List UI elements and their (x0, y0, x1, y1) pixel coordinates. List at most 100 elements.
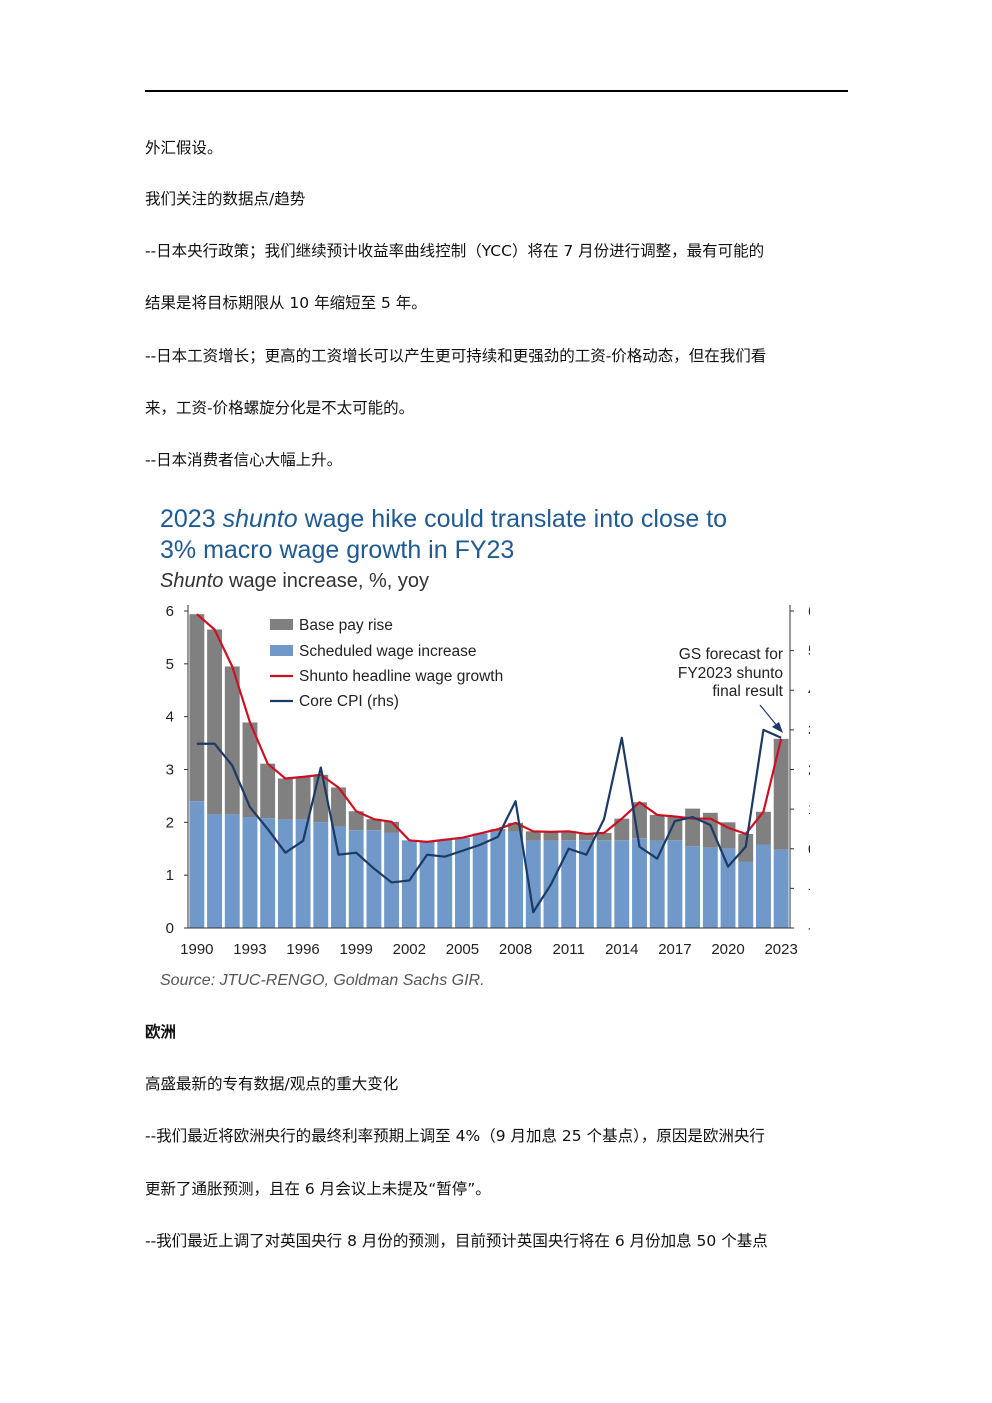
bar-base-pay-1991 (207, 629, 222, 815)
bar-base-pay-2001 (384, 821, 400, 833)
paragraph-japan-wages-cont: 来，工资-价格螺旋分化是不太可能的。 (145, 399, 415, 417)
legend-swatch-scheduled (270, 645, 293, 656)
bar-scheduled-2014 (614, 840, 630, 928)
header-rule (145, 90, 848, 92)
forecast-annotation: GS forecast for FY2023 shunto final resu… (678, 646, 784, 733)
tick-label-left-3: 3 (166, 762, 174, 779)
line-shunto-headline (196, 613, 783, 843)
bar-base-pay-2000 (366, 819, 382, 831)
tick-label-x-1990: 1990 (180, 941, 213, 958)
bar-scheduled-1991 (207, 814, 222, 928)
paragraph-japan-wages: --日本工资增长；更高的工资增长可以产生更可持续和更强劲的工资-价格动态，但在我… (145, 347, 767, 365)
bar-base-pay-2012 (578, 833, 594, 841)
tick-label-left-5: 5 (166, 656, 174, 673)
bar-scheduled-2012 (578, 840, 594, 928)
annotation-line-2: FY2023 shunto (678, 665, 783, 682)
bar-scheduled-2007 (490, 831, 506, 928)
bar-scheduled-1999 (348, 830, 364, 928)
bar-scheduled-1995 (277, 819, 293, 928)
legend-label-core-cpi: Core CPI (rhs) (299, 693, 399, 710)
bar-scheduled-2002 (401, 840, 417, 928)
tick-label-x-2014: 2014 (605, 941, 638, 958)
bar-base-pay-1999 (348, 811, 364, 831)
tick-label-x-2023: 2023 (764, 941, 797, 958)
shunto-wage-chart: 2023 shunto wage hike could translate in… (160, 505, 810, 989)
tick-label-x-1993: 1993 (233, 941, 266, 958)
legend-label-base-pay: Base pay rise (299, 617, 393, 634)
bar-scheduled-2013 (596, 840, 612, 928)
tick-label-left-4: 4 (166, 709, 174, 726)
bar-scheduled-2004 (437, 839, 453, 928)
bar-base-pay-2007 (490, 829, 506, 832)
paragraph-consumer-confidence: --日本消费者信心大幅上升。 (145, 451, 343, 469)
chart-title-line1: 2023 shunto wage hike could translate in… (160, 505, 727, 533)
bar-base-pay-2010 (543, 831, 559, 841)
tick-label-x-2011: 2011 (553, 941, 585, 958)
bar-base-pay-1993 (242, 722, 258, 818)
tick-label-right-3: 3 (808, 722, 810, 739)
tick-label-right-1: 1 (808, 801, 810, 818)
bar-scheduled-2021 (738, 861, 754, 928)
annotation-line-3: final result (712, 683, 783, 700)
bar-scheduled-2016 (649, 840, 665, 928)
bar-scheduled-1994 (260, 818, 276, 928)
bar-scheduled-1990 (189, 801, 205, 928)
tick-label-right--1: -1 (808, 880, 810, 897)
paragraph-fx-assumption: 外汇假设。 (145, 139, 223, 157)
bar-scheduled-1993 (242, 817, 258, 928)
bar-scheduled-1996 (295, 819, 311, 928)
paragraph-boj-policy-cont: 结果是将目标期限从 10 年缩短至 5 年。 (145, 294, 427, 312)
tick-label-x-2008: 2008 (499, 941, 532, 958)
bar-scheduled-2001 (384, 832, 400, 928)
tick-label-right-2: 2 (808, 762, 810, 779)
tick-label-x-2002: 2002 (393, 941, 426, 958)
paragraph-gs-changes-heading: 高盛最新的专有数据/观点的重大变化 (145, 1075, 399, 1093)
annotation-arrow-shaft (759, 704, 779, 728)
legend-label-scheduled: Scheduled wage increase (299, 643, 477, 660)
bar-base-pay-2013 (596, 832, 612, 841)
bar-scheduled-2006 (472, 833, 488, 928)
bar-scheduled-1997 (313, 822, 329, 928)
plot-area: 0 1 2 3 4 5 6 -2 -1 0 1 2 3 4 5 6 1990 1993 1996 1999 2002 20… (166, 603, 810, 958)
chart-title-line2: 3% macro wage growth in FY23 (160, 536, 514, 564)
bar-base-pay-1996 (295, 776, 311, 820)
bar-scheduled-2008 (508, 831, 523, 928)
tick-label-left-0: 0 (166, 920, 174, 937)
bar-base-pay-1990 (189, 614, 205, 802)
bar-base-pay-2014 (614, 818, 630, 841)
tick-label-right-4: 4 (808, 682, 810, 699)
bar-base-pay-1994 (260, 763, 276, 819)
bar-scheduled-2023 (773, 849, 789, 928)
bar-scheduled-2022 (756, 844, 771, 928)
paragraph-boj-policy: --日本央行政策；我们继续预计收益率曲线控制（YCC）将在 7 月份进行调整，最… (145, 242, 765, 260)
bar-base-pay-2023 (773, 738, 789, 850)
paragraph-ecb-forecast: --我们最近将欧洲央行的最终利率预期上调至 4%（9 月加息 25 个基点），原… (145, 1127, 765, 1145)
legend-label-shunto: Shunto headline wage growth (299, 668, 503, 685)
bar-scheduled-2019 (702, 847, 718, 928)
bar-scheduled-1992 (224, 814, 240, 928)
bar-scheduled-1998 (331, 826, 346, 928)
tick-label-x-2020: 2020 (711, 941, 744, 958)
bar-base-pay-2018 (685, 808, 701, 847)
bar-base-pay-2009 (525, 831, 541, 841)
legend: Base pay rise Scheduled wage increase Sh… (270, 617, 503, 710)
annotation-line-1: GS forecast for (679, 646, 783, 663)
bar-base-pay-1995 (277, 778, 293, 820)
tick-label-right-5: 5 (808, 643, 810, 660)
bar-scheduled-2018 (685, 846, 701, 928)
bar-scheduled-2017 (667, 840, 683, 928)
line-core-cpi (196, 728, 782, 914)
tick-label-x-1996: 1996 (286, 941, 319, 958)
bar-scheduled-2011 (561, 840, 577, 928)
tick-label-right-6: 6 (808, 603, 810, 620)
tick-label-x-2005: 2005 (446, 941, 479, 958)
tick-label-x-1999: 1999 (340, 941, 373, 958)
chart-subtitle: Shunto wage increase, %, yoy (160, 570, 429, 592)
bar-scheduled-2015 (632, 838, 647, 928)
section-heading-europe: 欧洲 (145, 1023, 177, 1041)
tick-label-left-6: 6 (166, 603, 174, 620)
tick-label-left-2: 2 (166, 814, 174, 831)
bar-base-pay-2011 (561, 831, 577, 841)
bar-base-pay-2022 (756, 811, 771, 845)
tick-label-left-1: 1 (166, 867, 174, 884)
